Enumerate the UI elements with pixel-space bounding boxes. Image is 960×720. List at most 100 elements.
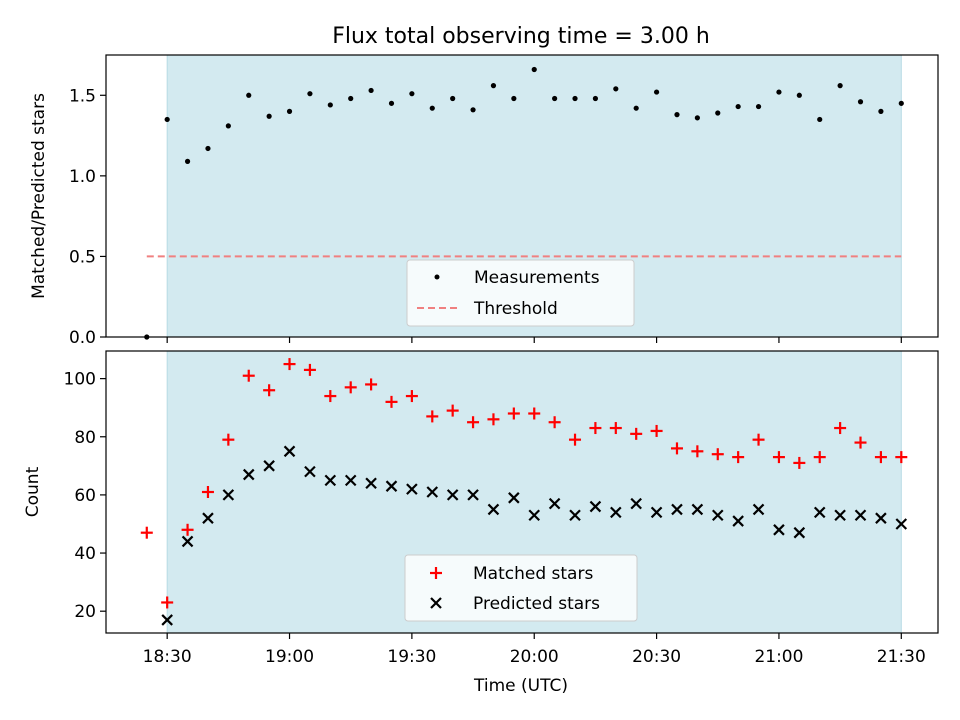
predicted-star-point <box>589 500 602 513</box>
measurement-point <box>246 92 252 98</box>
predicted-star-point <box>161 614 173 626</box>
bottom-legend: Matched stars Predicted stars <box>404 554 638 622</box>
predicted-star-point <box>650 506 663 519</box>
measurement-point <box>164 116 170 123</box>
predicted-star-point <box>385 480 398 492</box>
bottom-y-ticks: 20 40 60 80 100 <box>64 370 106 622</box>
predicted-star-point <box>854 509 867 522</box>
matched-star-point <box>426 410 439 423</box>
x-tick-label: 18:30 <box>143 647 192 667</box>
measurement-point <box>266 113 272 119</box>
predicted-star-point <box>671 503 683 516</box>
predicted-star-point <box>242 468 255 481</box>
bottom-axes-frame <box>105 350 939 634</box>
predicted-star-point <box>467 489 479 501</box>
predicted-star-point <box>487 503 500 516</box>
matched-star-point <box>487 413 500 426</box>
measurement-point <box>205 145 211 152</box>
matched-star-point <box>813 451 826 464</box>
predicted-star-point <box>548 497 561 510</box>
matched-star-point <box>528 407 541 420</box>
predicted-star-point <box>895 518 908 530</box>
predicted-star-point <box>813 506 826 519</box>
bottom-panel: 20 40 60 80 100 18:30 19:00 19:30 20:00 20:30 21:… <box>23 350 939 696</box>
measurement-point <box>776 89 782 95</box>
predicted-star-point <box>222 489 235 501</box>
legend-measurements-marker <box>434 274 440 280</box>
matched-star-point <box>732 451 745 464</box>
predicted-star-point <box>610 506 622 519</box>
matched-star-point <box>691 445 704 458</box>
legend-matched-marker <box>430 567 442 579</box>
bottom-legend-box <box>404 554 638 622</box>
x-tick-label: 21:30 <box>877 647 926 667</box>
top-y-tick-label: 0.0 <box>69 328 96 348</box>
predicted-star-point <box>263 460 275 472</box>
predicted-star-point <box>834 509 846 522</box>
predicted-star-point <box>508 492 520 504</box>
predicted-star-point <box>732 515 744 527</box>
bottom-y-axis-label: Count <box>23 466 43 517</box>
measurement-point <box>633 105 639 111</box>
predicted-star-point <box>283 445 296 458</box>
measurement-point <box>653 89 660 95</box>
measurement-point <box>755 103 762 110</box>
predicted-star-point <box>752 503 765 516</box>
measurement-point <box>470 107 476 113</box>
matched-star-point <box>181 523 194 536</box>
matched-star-point <box>772 451 785 464</box>
matched-star-point <box>752 433 765 446</box>
measurement-point <box>348 95 354 102</box>
matched-star-point <box>385 395 398 408</box>
predicted-star-point <box>202 512 214 524</box>
legend-matched-label: Matched stars <box>473 564 593 584</box>
matched-star-point <box>303 363 316 376</box>
legend-predicted-marker <box>430 597 442 609</box>
bottom-y-tick-label: 100 <box>64 370 96 390</box>
measurement-point <box>307 91 313 97</box>
x-tick-label: 20:00 <box>510 647 559 667</box>
x-tick-label: 19:30 <box>387 647 436 667</box>
top-y-tick-label: 1.5 <box>69 86 96 106</box>
predicted-star-point <box>446 489 459 501</box>
legend-threshold-label: Threshold <box>473 299 558 319</box>
matched-star-point <box>222 433 235 446</box>
top-y-tick-label: 1.0 <box>69 167 96 187</box>
measurement-point <box>796 92 802 98</box>
top-legend: Measurements Threshold <box>406 259 635 327</box>
matched-star-point <box>895 451 908 464</box>
x-axis-label: Time (UTC) <box>473 676 568 696</box>
matched-star-point <box>834 422 847 435</box>
matched-star-point <box>324 390 337 403</box>
measurement-point <box>817 116 823 123</box>
bottom-x-ticks: 18:30 19:00 19:30 20:00 20:30 21:00 21:30 <box>143 633 926 667</box>
predicted-star-point <box>711 509 724 522</box>
bottom-y-tick-label: 40 <box>74 544 96 564</box>
predicted-star-point <box>324 474 337 487</box>
top-y-axis-label: Matched/Predicted stars <box>29 93 49 299</box>
measurement-point <box>857 99 864 105</box>
measurement-point <box>450 95 456 102</box>
matched-star-point <box>609 422 622 435</box>
matched-star-point <box>569 433 582 446</box>
chart-title: Flux total observing time = 3.00 h <box>332 24 710 49</box>
matched-star-point <box>630 427 643 440</box>
bottom-y-tick-label: 20 <box>74 602 96 622</box>
top-x-ticks <box>166 337 902 343</box>
measurement-point <box>715 110 721 116</box>
predicted-star-point <box>630 497 642 510</box>
predicted-star-point <box>569 509 581 522</box>
predicted-star-point <box>365 477 377 490</box>
measurement-point <box>613 86 619 92</box>
matched-star-point <box>670 442 683 455</box>
matched-star-point <box>140 526 153 539</box>
predicted-star-point <box>406 483 418 495</box>
predicted-star-point <box>304 465 316 478</box>
measurement-point <box>388 100 395 106</box>
matched-star-point <box>874 451 887 464</box>
x-tick-label: 21:00 <box>754 647 803 667</box>
measurement-point <box>368 87 374 94</box>
measurement-point <box>511 95 517 102</box>
matched-star-point <box>242 369 255 382</box>
